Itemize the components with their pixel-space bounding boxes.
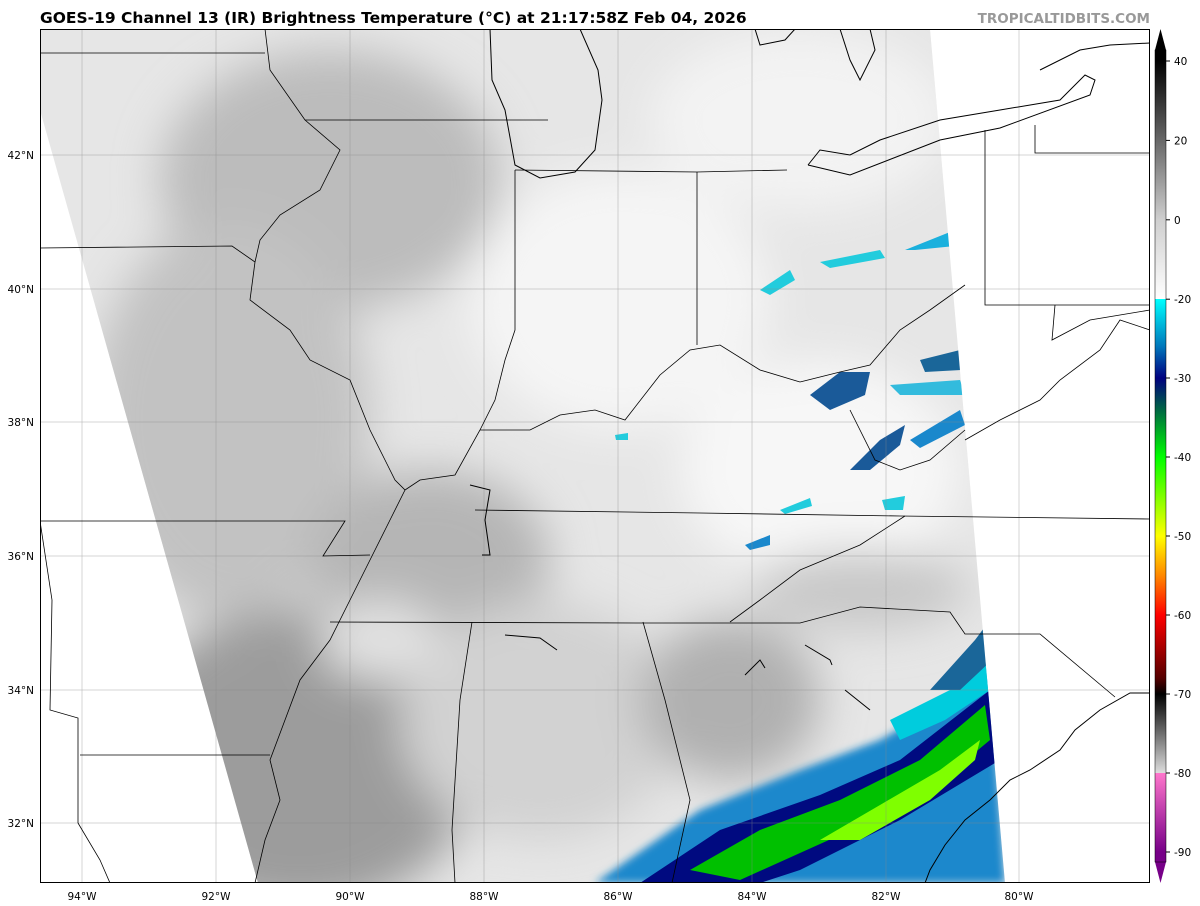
latitude-axis: 42°N 40°N 38°N 36°N 34°N 32°N [8,150,34,830]
lat-label: 34°N [8,685,34,697]
lon-label: 84°W [738,891,768,903]
graticule [40,29,1150,883]
colorbar-tick-label: -20 [1174,294,1191,306]
colorbar-tick-label: -80 [1174,768,1191,780]
colorbar-arrow-top [1155,29,1166,50]
colorbar-tick-label: -60 [1174,610,1191,622]
colorbar-tick-label: 40 [1174,56,1187,68]
lon-label: 92°W [202,891,232,903]
colorbar-tick-label: -30 [1174,373,1191,385]
lon-label: 80°W [1005,891,1035,903]
colorbar-tick-label: -70 [1174,689,1191,701]
colorbar-tick-label: -50 [1174,531,1191,543]
lon-label: 94°W [68,891,98,903]
lon-label: 88°W [470,891,500,903]
colorbar-tick-label: -90 [1174,847,1191,859]
longitude-axis: 94°W 92°W 90°W 88°W 86°W 84°W 82°W 80°W [68,891,1035,903]
colorbar-tick-label: 20 [1174,135,1187,147]
lat-label: 36°N [8,551,34,563]
cold-cloud-tops [595,232,1005,883]
lon-label: 82°W [872,891,902,903]
map-title: GOES-19 Channel 13 (IR) Brightness Tempe… [40,9,747,27]
brand-watermark: TROPICALTIDBITS.COM [977,11,1150,27]
lat-label: 32°N [8,818,34,830]
map-area[interactable] [40,29,1150,906]
colorbar-arrow-bottom [1155,862,1166,883]
lon-label: 86°W [604,891,634,903]
lat-label: 38°N [8,417,34,429]
lat-label: 40°N [8,284,34,296]
colorbar-bar [1154,49,1167,863]
lat-label: 42°N [8,150,34,162]
colorbar: 40 20 0 -20 -30 -40 -50 -60 -70 -80 -90 [1154,29,1191,883]
coastlines-lakes [469,29,1150,883]
colorbar-tick-label: -40 [1174,452,1191,464]
colorbar-ticks: 40 20 0 -20 -30 -40 -50 -60 -70 -80 -90 [1166,56,1191,859]
colorbar-tick-label: 0 [1174,215,1181,227]
lon-label: 90°W [336,891,366,903]
